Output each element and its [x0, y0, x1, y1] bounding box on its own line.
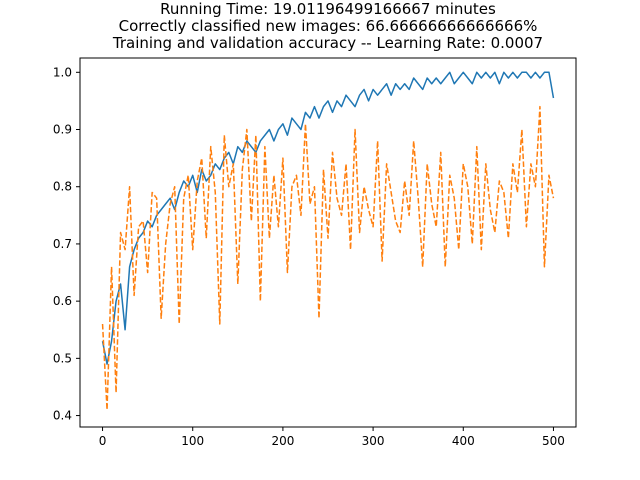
plot-lines	[101, 71, 555, 411]
y-tick-label: 0.4	[53, 409, 72, 423]
x-tick-label: 100	[181, 434, 204, 448]
series-line-2	[101, 105, 555, 411]
x-tick-label: 200	[271, 434, 294, 448]
y-tick-label: 0.7	[53, 237, 72, 251]
x-axis-ticks: 0 100 200 300 400 500	[99, 427, 565, 448]
y-tick-label: 0.5	[53, 351, 72, 365]
series-line-1	[101, 71, 555, 365]
x-tick-label: 500	[542, 434, 565, 448]
chart-title-line-3: Training and validation accuracy -- Lear…	[112, 34, 543, 52]
axes-frame	[79, 57, 577, 428]
y-axis-ticks: 0.4 0.5 0.6 0.7 0.8 0.9 1.0	[53, 65, 80, 423]
x-tick-label: 400	[452, 434, 475, 448]
y-tick-label: 0.9	[53, 123, 72, 137]
y-tick-label: 0.8	[53, 180, 72, 194]
y-tick-label: 0.6	[53, 294, 72, 308]
x-tick-label: 0	[99, 434, 107, 448]
chart-title-line-2: Correctly classified new images: 66.6666…	[119, 17, 538, 35]
x-tick-label: 300	[362, 434, 385, 448]
y-tick-label: 1.0	[53, 65, 72, 79]
chart-title-line-1: Running Time: 19.01196499166667 minutes	[160, 0, 496, 18]
